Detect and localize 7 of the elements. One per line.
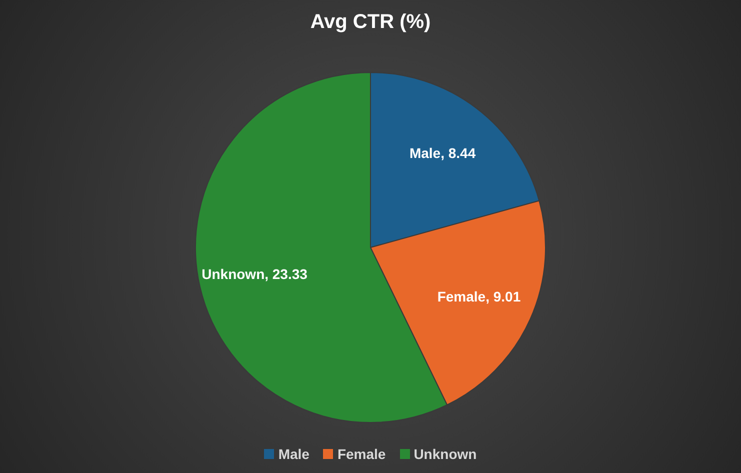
- chart-title: Avg CTR (%): [309, 10, 432, 35]
- slice-label: Unknown: [414, 446, 477, 462]
- data-label: Unknown, 23.33: [202, 266, 308, 282]
- legend-label: Male: [278, 446, 310, 462]
- data-label: Male, 8.44: [409, 144, 476, 161]
- legend-label: Female: [337, 446, 386, 462]
- data-label: Female, 9.01: [437, 288, 521, 304]
